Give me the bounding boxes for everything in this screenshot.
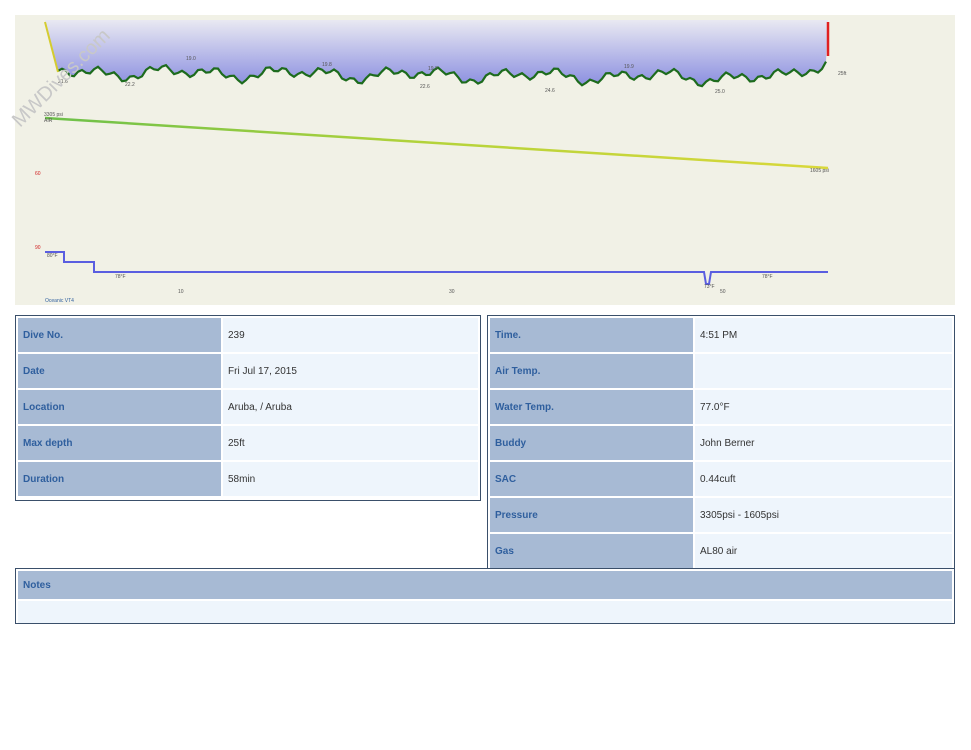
field-label: Duration (18, 462, 221, 496)
temp-label: 78°F (115, 274, 126, 280)
depth-label: 25.0 (715, 89, 725, 95)
field-label: Water Temp. (490, 390, 693, 424)
time-label: 10 (178, 289, 184, 295)
field-label: Gas (490, 534, 693, 568)
table-row: Location Aruba, / Aruba (18, 390, 478, 424)
depth-label: 21.6 (58, 79, 68, 85)
axis-label: 60 (35, 171, 41, 177)
peak-label: 19.0 (186, 56, 196, 62)
table-row: Max depth 25ft (18, 426, 478, 460)
temp-label: 73°F (704, 284, 715, 290)
table-row: Date Fri Jul 17, 2015 (18, 354, 478, 388)
field-label: Max depth (18, 426, 221, 460)
time-label: 50 (720, 289, 726, 295)
table-row: Gas AL80 air (490, 534, 952, 568)
pressure-label: 1605 psi (810, 168, 829, 174)
depth-line (57, 61, 827, 88)
notes-title: Notes (18, 571, 952, 599)
table-row: SAC 0.44cuft (490, 462, 952, 496)
gas-label: AIR (44, 118, 53, 124)
field-label: Date (18, 354, 221, 388)
field-value (695, 354, 952, 388)
depth-label: 22.2 (125, 82, 135, 88)
field-label: SAC (490, 462, 693, 496)
peak-label: 19.8 (322, 62, 332, 68)
field-label: Time. (490, 318, 693, 352)
field-value: Aruba, / Aruba (223, 390, 478, 424)
table-row: Duration 58min (18, 462, 478, 496)
max-depth-label: 25ft (838, 71, 847, 77)
table-row: Dive No. 239 (18, 318, 478, 352)
field-value: 3305psi - 1605psi (695, 498, 952, 532)
field-value: 239 (223, 318, 478, 352)
notes-body (18, 601, 952, 623)
field-label: Air Temp. (490, 354, 693, 388)
depth-label: 22.6 (420, 84, 430, 90)
dive-profile: 21.6 22.2 22.6 24.6 25.0 19.0 19.8 19.9 … (8, 15, 955, 305)
axis-label: 90 (35, 245, 41, 251)
field-value: Fri Jul 17, 2015 (223, 354, 478, 388)
field-value: 0.44cuft (695, 462, 952, 496)
computer-label: Oceanic VT4 (45, 298, 74, 304)
field-value: 25ft (223, 426, 478, 460)
depth-label: 24.6 (545, 88, 555, 94)
field-value: John Berner (695, 426, 952, 460)
temperature-line (45, 251, 828, 285)
pressure-line (44, 116, 829, 170)
table-row: Pressure 3305psi - 1605psi (490, 498, 952, 532)
field-label: Dive No. (18, 318, 221, 352)
peak-label: 19.9 (624, 64, 634, 70)
field-label: Location (18, 390, 221, 424)
table-row: Buddy John Berner (490, 426, 952, 460)
field-value: AL80 air (695, 534, 952, 568)
temp-label: 78°F (762, 274, 773, 280)
peak-label: 19.9 (428, 66, 438, 72)
left-table: Dive No. 239 Date Fri Jul 17, 2015 Location A… (15, 315, 481, 501)
field-value: 58min (223, 462, 478, 496)
right-table: Time. 4:51 PM Air Temp. Water Temp. 77.0°F Bu… (487, 315, 955, 573)
temp-label: 80°F (47, 253, 58, 259)
depth-area (45, 20, 828, 87)
descent (44, 21, 59, 73)
field-label: Pressure (490, 498, 693, 532)
pressure-label: 3305 psi (44, 112, 63, 118)
notes-box: Notes (15, 568, 955, 624)
table-row: Water Temp. 77.0°F (490, 390, 952, 424)
field-label: Buddy (490, 426, 693, 460)
field-value: 4:51 PM (695, 318, 952, 352)
table-row: Time. 4:51 PM (490, 318, 952, 352)
time-label: 30 (449, 289, 455, 295)
table-row: Air Temp. (490, 354, 952, 388)
field-value: 77.0°F (695, 390, 952, 424)
